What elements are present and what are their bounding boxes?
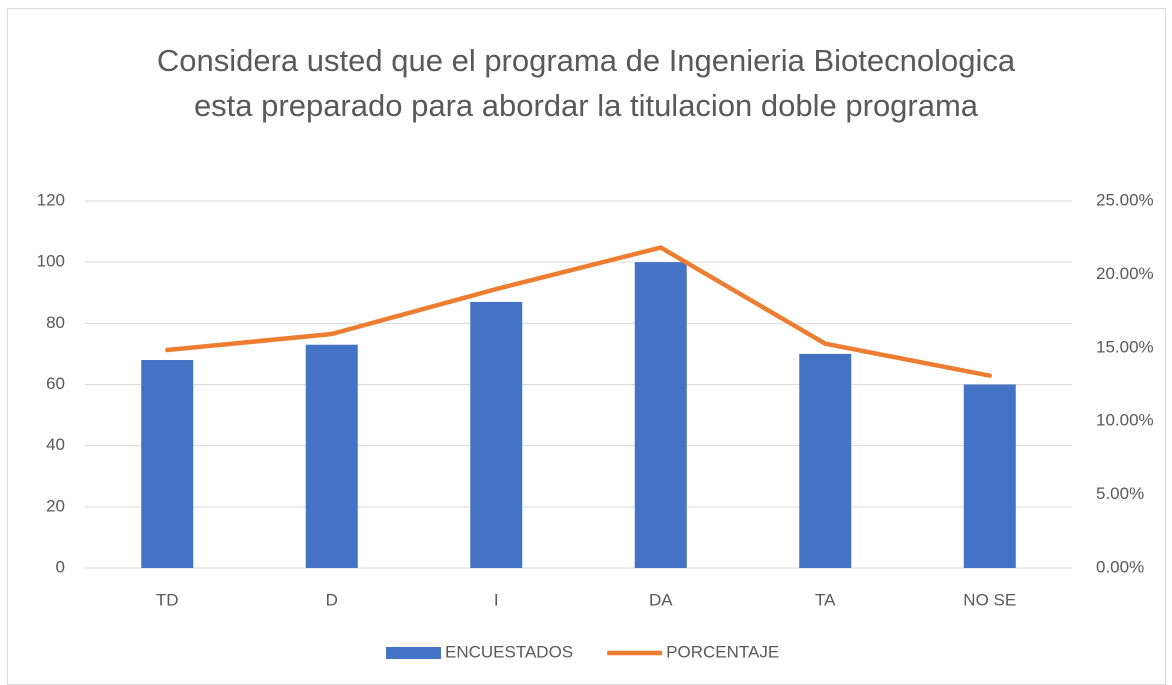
legend-label: ENCUESTADOS: [445, 642, 573, 661]
y2-tick-label: 0.00%: [1096, 557, 1144, 576]
bar: [634, 262, 687, 568]
y2-tick-label: 25.00%: [1096, 190, 1154, 209]
x-tick-label: DA: [649, 590, 673, 609]
line: [165, 245, 992, 378]
x-tick-label: TD: [156, 590, 179, 609]
legend-label: PORCENTAJE: [666, 642, 779, 661]
bar: [963, 384, 1016, 568]
y2-tick-label: 10.00%: [1096, 411, 1154, 430]
x-tick-label: TA: [815, 590, 836, 609]
y2-tick-label: 20.00%: [1096, 264, 1154, 283]
y2-tick-label: 5.00%: [1096, 484, 1144, 503]
x-tick-label: I: [494, 590, 499, 609]
legend-swatch: [386, 647, 441, 659]
bar: [141, 360, 194, 568]
x-tick-label: NO SE: [963, 590, 1016, 609]
y-tick-label: 120: [37, 190, 65, 209]
x-tick-label: D: [326, 590, 338, 609]
y-tick-label: 20: [46, 496, 65, 515]
bar: [470, 301, 523, 568]
y2-tick-label: 15.00%: [1096, 337, 1154, 356]
bar: [305, 344, 358, 568]
y-tick-label: 80: [46, 313, 65, 332]
y-tick-label: 0: [56, 557, 65, 576]
chart-title: Considera usted que el programa de Ingen…: [156, 43, 1016, 123]
y-tick-label: 100: [37, 252, 65, 271]
y-tick-label: 40: [46, 435, 65, 454]
bar: [799, 353, 852, 568]
y-tick-label: 60: [46, 374, 65, 393]
